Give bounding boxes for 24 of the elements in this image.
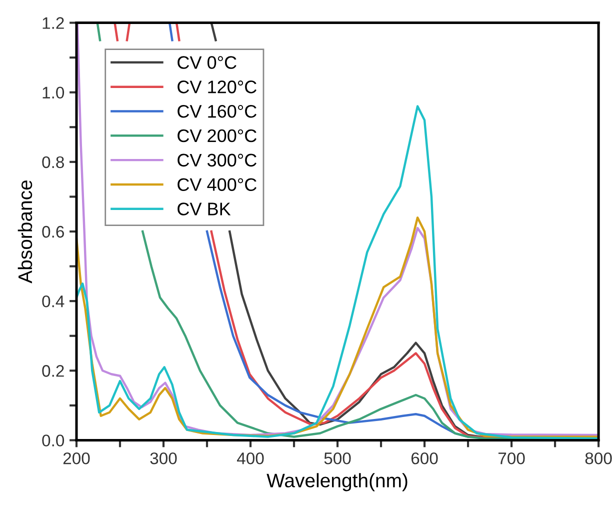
- x-tick-label: 600: [411, 452, 438, 464]
- legend-label: CV 300°C: [178, 154, 256, 167]
- x-tick-label: 700: [498, 452, 525, 464]
- y-tick-label: 1.0: [42, 86, 64, 99]
- x-tick-label: 500: [324, 452, 351, 464]
- y-tick-label: 0.8: [42, 156, 64, 168]
- legend-label: CV 200°C: [178, 129, 256, 142]
- x-tick-label: 800: [585, 452, 612, 464]
- x-axis-title: Wavelength(nm): [266, 473, 408, 492]
- y-tick-label: 0.6: [42, 226, 64, 238]
- x-tick-label: 300: [150, 452, 177, 464]
- y-tick-label: 0.4: [42, 295, 64, 308]
- line-series: [76, 216, 599, 438]
- legend-label: CV 160°C: [178, 104, 256, 118]
- legend-label: CV BK: [178, 202, 231, 216]
- y-tick-label: 1.2: [42, 17, 64, 29]
- y-tick-label: 0.2: [42, 365, 64, 377]
- legend-label: CV 120°C: [178, 80, 256, 94]
- x-tick-label: 200: [63, 452, 90, 464]
- legend-label: CV 400°C: [178, 178, 256, 191]
- y-axis-title: Absorbance: [18, 180, 32, 284]
- legend-label: CV 0°C: [178, 56, 236, 69]
- x-tick-label: 400: [236, 452, 264, 464]
- y-tick-label: 0.0: [42, 434, 64, 446]
